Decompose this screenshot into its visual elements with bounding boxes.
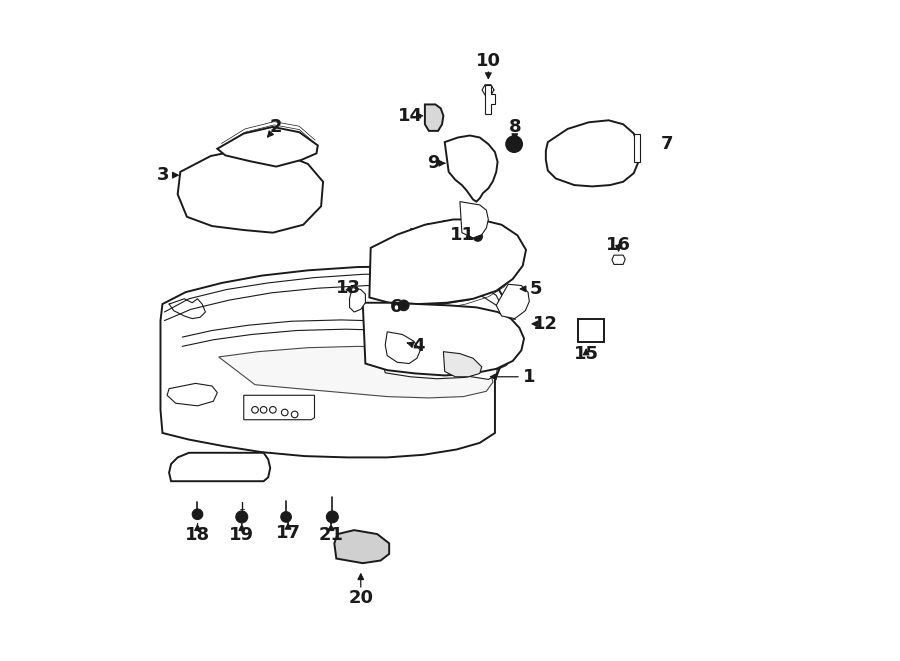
Polygon shape: [445, 136, 498, 202]
Text: 5: 5: [530, 280, 542, 298]
Text: 11: 11: [450, 225, 475, 244]
Text: 19: 19: [230, 525, 255, 544]
Text: 13: 13: [336, 278, 361, 297]
Text: 2: 2: [270, 118, 283, 136]
Polygon shape: [244, 395, 314, 420]
Circle shape: [281, 512, 292, 522]
Text: 1: 1: [523, 368, 536, 386]
Polygon shape: [219, 346, 493, 398]
Polygon shape: [444, 352, 482, 377]
Polygon shape: [177, 149, 323, 233]
FancyBboxPatch shape: [578, 319, 604, 342]
Text: 9: 9: [428, 154, 440, 173]
Text: 7: 7: [661, 135, 673, 153]
Polygon shape: [385, 332, 420, 364]
Text: 21: 21: [319, 525, 344, 544]
Polygon shape: [612, 255, 625, 264]
Polygon shape: [634, 134, 641, 162]
Circle shape: [327, 511, 338, 523]
Text: 16: 16: [606, 235, 631, 254]
Circle shape: [399, 300, 409, 311]
Polygon shape: [167, 383, 217, 406]
Circle shape: [473, 232, 482, 241]
Polygon shape: [334, 530, 389, 563]
Circle shape: [510, 140, 518, 148]
Polygon shape: [169, 453, 270, 481]
Circle shape: [236, 511, 248, 523]
Text: 6: 6: [390, 297, 402, 316]
Polygon shape: [425, 104, 444, 131]
Polygon shape: [545, 120, 638, 186]
Text: 14: 14: [398, 106, 423, 125]
Polygon shape: [462, 356, 498, 379]
Polygon shape: [369, 219, 526, 304]
Polygon shape: [160, 266, 504, 457]
Text: 20: 20: [348, 589, 374, 607]
Text: 8: 8: [508, 118, 521, 136]
Text: 18: 18: [184, 525, 210, 544]
Text: 4: 4: [412, 337, 425, 356]
Text: 17: 17: [275, 524, 301, 543]
Circle shape: [193, 509, 202, 520]
Text: 15: 15: [573, 344, 598, 363]
Polygon shape: [363, 303, 524, 375]
Polygon shape: [460, 202, 489, 238]
Text: 10: 10: [476, 52, 500, 70]
Circle shape: [506, 136, 522, 152]
Polygon shape: [349, 288, 365, 312]
Circle shape: [354, 295, 362, 303]
Text: 12: 12: [534, 315, 558, 333]
Polygon shape: [217, 127, 318, 167]
Text: 3: 3: [157, 166, 169, 184]
Polygon shape: [496, 284, 529, 319]
Polygon shape: [485, 85, 495, 114]
